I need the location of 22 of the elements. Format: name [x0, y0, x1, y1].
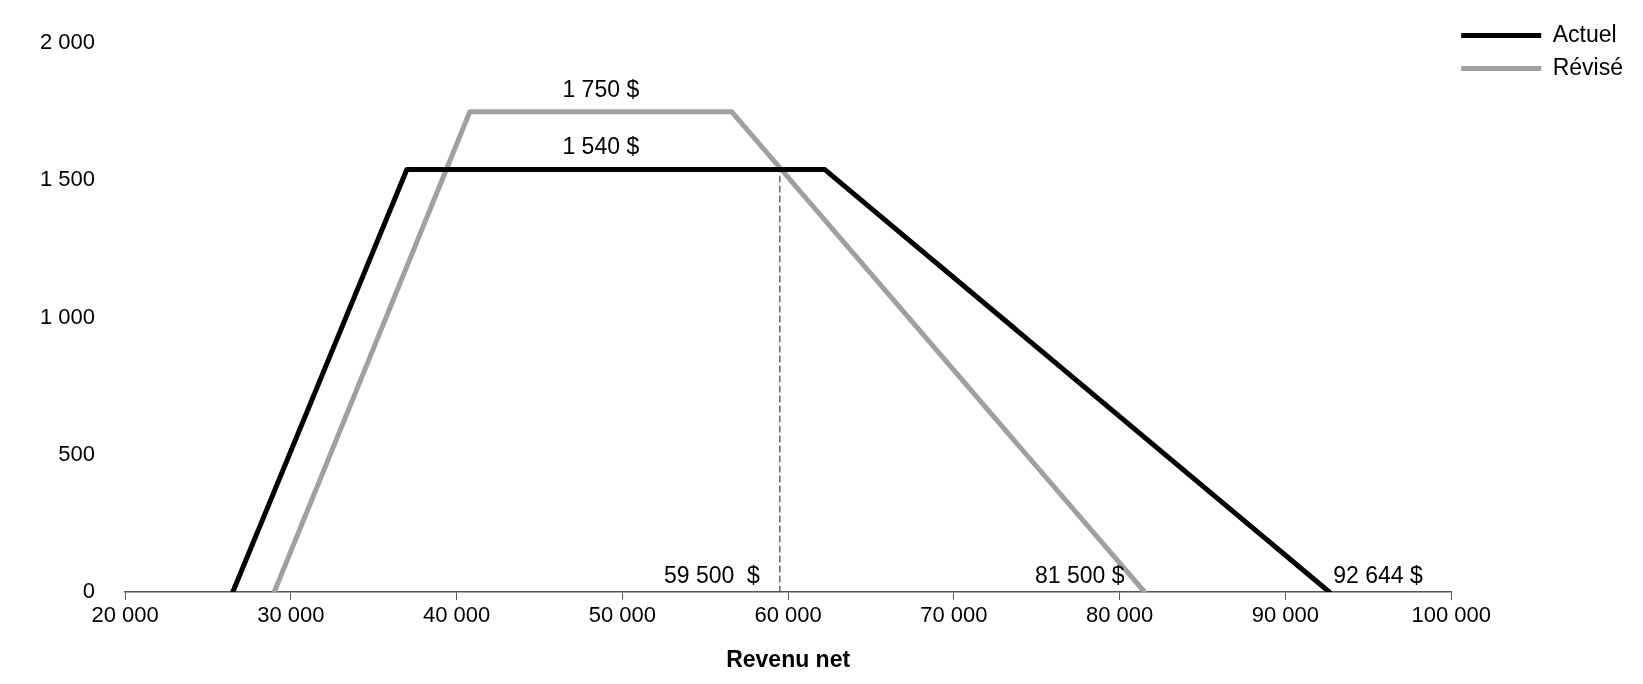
x-axis-title: Revenu net: [726, 645, 851, 672]
annotation: 59 500 $: [663, 561, 761, 588]
x-tick-label: 70 000: [920, 602, 988, 628]
annotation: 81 500 $: [1035, 561, 1125, 588]
x-tick-label: 80 000: [1086, 602, 1154, 628]
annotation: 1 540 $: [562, 133, 640, 160]
y-tick-label: 1 500: [39, 166, 96, 192]
x-tick-label: 100 000: [1411, 602, 1491, 628]
x-tick-label: 60 000: [754, 602, 822, 628]
y-tick-label: 2 000: [39, 29, 96, 55]
legend-label: Actuel: [1552, 20, 1617, 47]
x-tick-label: 20 000: [91, 602, 159, 628]
legend-label: Révisé: [1552, 53, 1624, 80]
x-tick-label: 30 000: [257, 602, 325, 628]
y-tick-label: 0: [82, 578, 96, 604]
x-tick-label: 50 000: [588, 602, 657, 628]
annotation: 92 644 $: [1333, 561, 1423, 588]
x-tick-label: 40 000: [422, 602, 491, 628]
y-tick-label: 1 000: [39, 303, 96, 329]
y-tick-label: 500: [58, 440, 96, 466]
x-tick-label: 90 000: [1251, 602, 1320, 628]
annotation: 1 750 $: [562, 75, 640, 102]
